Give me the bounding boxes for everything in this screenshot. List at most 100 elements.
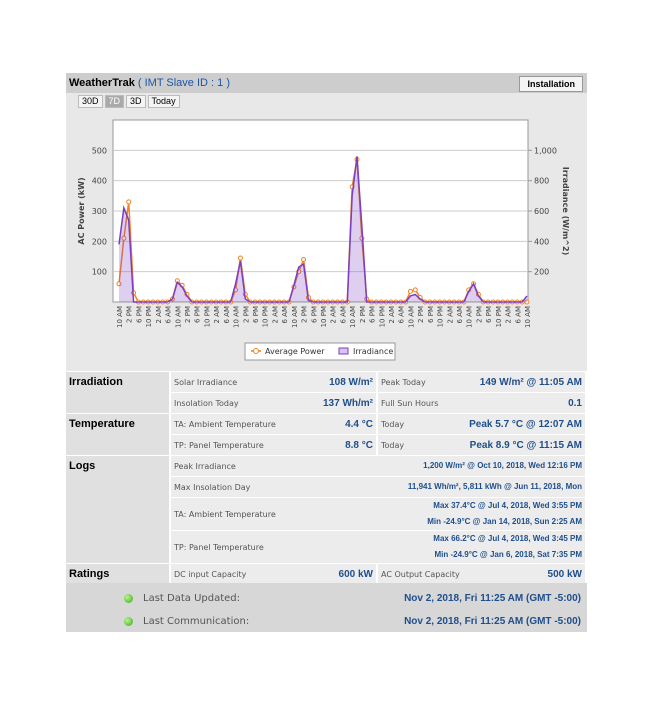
table-row: Insolation Today 137 Wh/m² Full Sun Hours 0… xyxy=(66,393,587,413)
y2-tick-label: 600 xyxy=(534,207,549,216)
field-value: Peak 8.9 °C @ 11:15 AM xyxy=(469,439,582,451)
y-tick-label: 100 xyxy=(92,268,107,277)
x-tick-label: 2 AM xyxy=(505,306,513,324)
x-tick-label: 6 PM xyxy=(427,306,435,323)
x-tick-label: 10 AM xyxy=(291,306,299,328)
y-axis-label: AC Power (kW) xyxy=(77,177,86,244)
status-row: Last Communication: Nov 2, 2018, Fri 11:2… xyxy=(124,612,581,630)
x-tick-label: 2 AM xyxy=(155,306,163,324)
table-row: Temperature TA: Ambient Temperature 4.4 °C… xyxy=(66,414,587,455)
field-label: Insolation Today xyxy=(174,398,239,408)
range-tab[interactable]: Today xyxy=(147,95,180,108)
range-tab[interactable]: 3D xyxy=(126,95,146,108)
y2-tick-label: 200 xyxy=(534,268,549,277)
x-tick-label: 6 AM xyxy=(398,306,406,324)
x-tick-label: 2 AM xyxy=(271,306,279,324)
x-tick-label: 6 PM xyxy=(310,306,318,323)
y2-tick-label: 1,000 xyxy=(534,146,557,155)
field-value: 4.4 °C xyxy=(345,418,373,430)
cell: AC Output Capacity 500 kW xyxy=(381,564,582,584)
x-tick-label: 6 AM xyxy=(339,306,347,324)
x-tick-label: 10 PM xyxy=(437,306,445,327)
field-value: Min -24.9°C @ Jan 6, 2018, Sat 7:35 PM xyxy=(434,550,582,559)
section-title: Ratings xyxy=(66,564,171,584)
status-label: Last Data Updated: xyxy=(143,592,240,604)
field-value: 8.8 °C xyxy=(345,439,373,451)
power-point xyxy=(237,255,243,261)
x-tick-label: 10 PM xyxy=(495,306,503,327)
power-point xyxy=(121,235,127,241)
field-value: Min -24.9°C @ Jan 14, 2018, Sun 2:25 AM xyxy=(427,517,582,526)
header-title: WeatherTrak ( IMT Slave ID : 1 ) xyxy=(69,77,230,89)
field-cell: Insolation Today 137 Wh/m² xyxy=(171,393,378,413)
power-point xyxy=(301,257,307,263)
field-label: Peak Irradiance xyxy=(174,461,236,471)
log-cell: TP: Panel Temperature Max 66.2°C @ Jul 4,… xyxy=(171,531,587,563)
cell: Today Peak 8.9 °C @ 11:15 AM xyxy=(381,435,582,455)
field-values: 11,941 Wh/m², 5,811 kWh @ Jun 11, 2018, … xyxy=(408,479,582,495)
installation-button[interactable]: Installation xyxy=(519,76,583,92)
field-value: 11,941 Wh/m², 5,811 kWh @ Jun 11, 2018, … xyxy=(407,482,582,491)
table-row: TP: Panel Temperature Max 66.2°C @ Jul 4,… xyxy=(66,531,587,563)
irradiance-line xyxy=(118,156,528,303)
power-point xyxy=(524,299,530,305)
x-tick-label: 2 PM xyxy=(359,306,367,323)
x-tick-label: 10 PM xyxy=(320,306,328,327)
section-title: Irradiation xyxy=(66,372,171,413)
header-bar: WeatherTrak ( IMT Slave ID : 1 ) Install… xyxy=(66,73,587,93)
field-value: Peak 5.7 °C @ 12:07 AM xyxy=(469,418,582,430)
field-label: Today xyxy=(381,440,405,450)
cell: TP: Panel Temperature 8.8 °C xyxy=(174,435,373,455)
field-value: 149 W/m² @ 11:05 AM xyxy=(479,376,582,388)
status-value: Nov 2, 2018, Fri 11:25 AM (GMT -5:00) xyxy=(404,592,581,604)
x-tick-label: 2 PM xyxy=(301,306,309,323)
field-cell: Today Peak 5.7 °C @ 12:07 AM xyxy=(378,414,587,434)
cell: Today Peak 5.7 °C @ 12:07 AM xyxy=(381,414,582,434)
x-tick-label: 2 PM xyxy=(126,306,134,323)
status-value: Nov 2, 2018, Fri 11:25 AM (GMT -5:00) xyxy=(404,615,581,627)
field-value: Max 37.4°C @ Jul 4, 2018, Wed 3:55 PM xyxy=(433,501,582,510)
field-cell: Full Sun Hours 0.1 xyxy=(378,393,587,413)
field-label: TP: Panel Temperature xyxy=(174,542,264,552)
x-tick-label: 6 PM xyxy=(485,306,493,323)
field-cell: Peak Today 149 W/m² @ 11:05 AM xyxy=(378,372,587,392)
cell: TP: Panel Temperature Max 66.2°C @ Jul 4,… xyxy=(174,531,582,563)
y-tick-label: 200 xyxy=(92,237,107,246)
x-tick-label: 6 AM xyxy=(223,306,231,324)
x-tick-label: 2 PM xyxy=(242,306,250,323)
field-values: Max 37.4°C @ Jul 4, 2018, Wed 3:55 PM Min… xyxy=(427,498,582,530)
x-tick-label: 10 AM xyxy=(349,306,357,328)
status-indicator xyxy=(124,593,133,603)
x-tick-label: 6 AM xyxy=(281,306,289,324)
field-cell: Today Peak 8.9 °C @ 11:15 AM xyxy=(378,435,587,455)
weathertrak-panel: WeatherTrak ( IMT Slave ID : 1 ) Install… xyxy=(66,73,587,632)
x-tick-label: 10 AM xyxy=(233,306,241,328)
table-row: Max Insolation Day 11,941 Wh/m², 5,811 kW… xyxy=(66,477,587,497)
x-tick-label: 2 AM xyxy=(330,306,338,324)
subtitle: ( IMT Slave ID : 1 ) xyxy=(137,77,230,89)
field-value: 0.1 xyxy=(568,397,582,409)
field-value: 600 kW xyxy=(338,568,373,580)
field-label: Solar Irradiance xyxy=(174,377,238,387)
power-point xyxy=(412,287,418,293)
power-point xyxy=(407,288,413,294)
cell: Max Insolation Day 11,941 Wh/m², 5,811 kW… xyxy=(174,477,582,497)
x-tick-label: 6 AM xyxy=(165,306,173,324)
status-indicator xyxy=(124,616,133,626)
x-tick-label: 2 PM xyxy=(184,306,192,323)
info-table: Irradiation Solar Irradiance 108 W/m² Peak … xyxy=(66,371,587,585)
range-tab[interactable]: 7D xyxy=(104,95,125,108)
field-value: Max 66.2°C @ Jul 4, 2018, Wed 3:45 PM xyxy=(433,534,582,543)
table-row: Ratings DC input Capacity 600 kW AC Output … xyxy=(66,564,587,584)
field-label: Max Insolation Day xyxy=(174,482,251,492)
field-values: 1,200 W/m² @ Oct 10, 2018, Wed 12:16 PM xyxy=(423,458,582,474)
x-tick-label: 2 AM xyxy=(446,306,454,324)
field-cell: TP: Panel Temperature 8.8 °C xyxy=(171,435,378,455)
range-tab[interactable]: 30D xyxy=(78,95,103,108)
x-tick-label: 6 PM xyxy=(135,306,143,323)
x-tick-label: 6 PM xyxy=(194,306,202,323)
power-point xyxy=(116,281,122,287)
x-tick-label: 2 AM xyxy=(213,306,221,324)
legend-label: Average Power xyxy=(265,347,325,356)
